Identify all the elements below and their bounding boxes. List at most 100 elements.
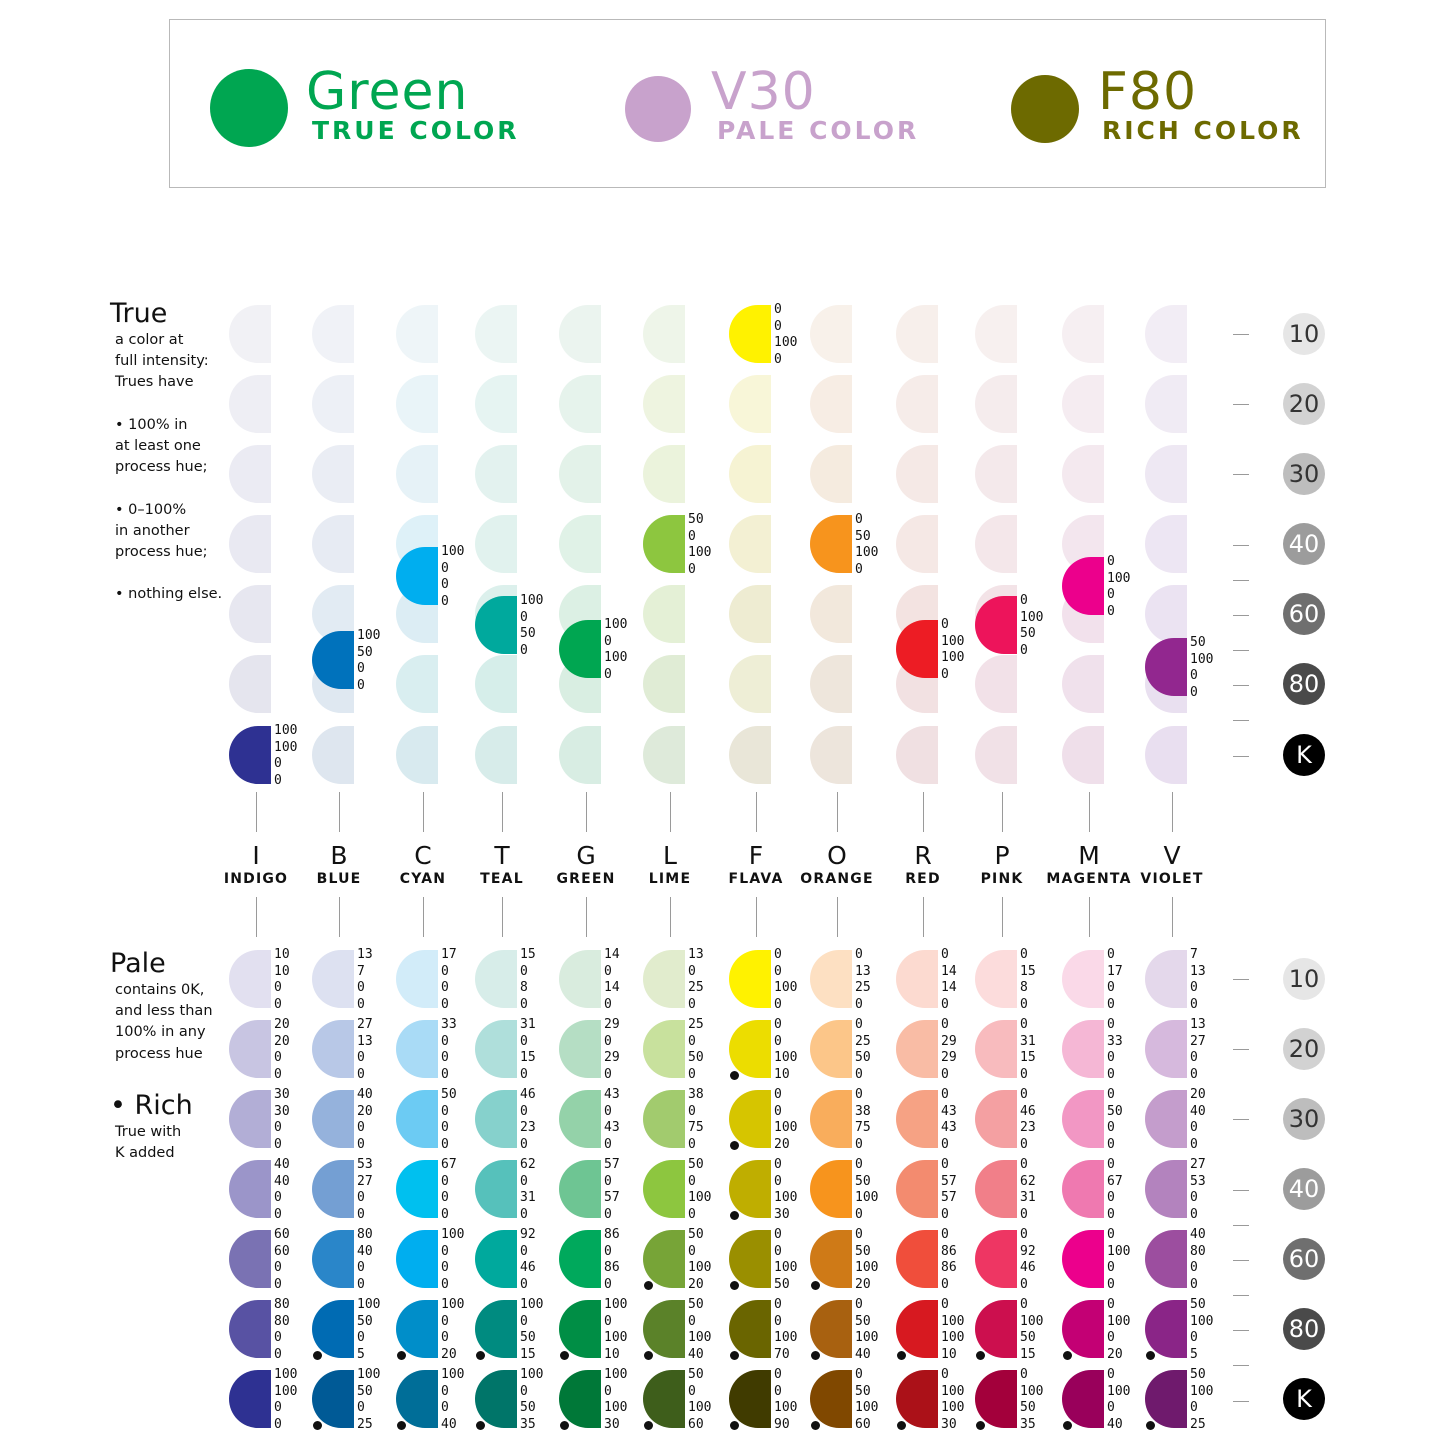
cmyk-value: 0	[357, 1330, 365, 1345]
column-tick	[837, 792, 838, 832]
cmyk-value: 15	[520, 1050, 536, 1065]
cmyk-value: 40	[1190, 1103, 1206, 1119]
pale-swatch-orange-cmyk: 0 50 100 0	[855, 1157, 895, 1223]
cmyk-value: 0	[441, 963, 449, 979]
true-faded-swatch	[1062, 305, 1120, 363]
cmyk-value: 35	[1020, 1416, 1036, 1432]
cmyk-value: 0	[1020, 996, 1028, 1012]
true-faded-swatch	[896, 445, 954, 503]
cmyk-value: 50	[688, 1157, 704, 1172]
pale-swatch-indigo-cmyk: 60 60 0 0	[274, 1227, 314, 1293]
rich-k-marker	[476, 1351, 485, 1360]
rich-swatch-lime-chip	[643, 1370, 685, 1428]
true-faded-swatch	[643, 585, 701, 643]
pale-swatch-indigo-cmyk: 10 10 0 0	[274, 947, 314, 1013]
rich-swatch-red	[896, 1300, 954, 1358]
cmyk-value: 13	[688, 947, 704, 962]
cmyk-value: 43	[941, 1120, 957, 1135]
pale-swatch-lime-chip	[643, 950, 685, 1008]
cmyk-value: 30	[274, 1087, 290, 1102]
cmyk-value: 50	[1020, 1400, 1036, 1415]
cmyk-value: 0	[1107, 1190, 1115, 1205]
true-swatch-blue-chip	[312, 631, 354, 689]
true-faded-chip	[396, 655, 438, 713]
true-faded-swatch	[559, 726, 617, 784]
cmyk-value: 0	[774, 1227, 782, 1242]
cmyk-value: 23	[520, 1120, 536, 1135]
true-faded-swatch	[396, 445, 454, 503]
rich-swatch-green-chip	[559, 1300, 601, 1358]
cmyk-value: 100	[520, 593, 544, 608]
cmyk-value: 27	[1190, 1157, 1206, 1172]
cmyk-value: 100	[1107, 1243, 1131, 1259]
rich-swatch-flava-chip	[729, 1160, 771, 1218]
cmyk-value: 100	[441, 1297, 465, 1312]
cmyk-value: 0	[1107, 947, 1115, 962]
column-tick	[339, 897, 340, 937]
cmyk-value: 50	[357, 1383, 373, 1399]
true-faded-swatch	[643, 375, 701, 433]
pale-swatch-cyan-cmyk: 33 0 0 0	[441, 1017, 481, 1083]
true-faded-chip	[975, 726, 1017, 784]
cmyk-value: 53	[357, 1157, 373, 1172]
pale-swatch-pink	[975, 1090, 1033, 1148]
cmyk-value: 0	[357, 1136, 365, 1152]
true-description-line	[115, 478, 222, 499]
level-tick	[1233, 1225, 1249, 1226]
true-faded-chip	[729, 515, 771, 573]
cmyk-value: 62	[520, 1157, 536, 1172]
true-faded-chip	[975, 515, 1017, 573]
true-faded-swatch	[1062, 726, 1120, 784]
pale-swatch-lime-cmyk: 38 0 75 0	[688, 1087, 728, 1153]
column-tick	[1089, 792, 1090, 832]
cmyk-value: 67	[441, 1157, 457, 1172]
rich-swatch-violet-chip	[1145, 1300, 1187, 1358]
pale-swatch-lime-chip	[643, 1160, 685, 1218]
cmyk-value: 75	[855, 1120, 871, 1135]
cmyk-value: 0	[1107, 1050, 1115, 1065]
legend-subtitle-pale: PALE COLOR	[717, 116, 920, 145]
column-tick	[756, 792, 757, 832]
pale-swatch-green-chip	[559, 1160, 601, 1218]
cmyk-value: 0	[941, 666, 949, 682]
pale-swatch-red-chip	[896, 1230, 938, 1288]
level-tick	[1233, 615, 1249, 616]
pale-swatch-cyan-chip	[396, 1020, 438, 1078]
pale-swatch-lime-cmyk: 13 0 25 0	[688, 947, 728, 1013]
pale-swatch-indigo	[229, 1160, 287, 1218]
true-description-line: process hue;	[115, 459, 208, 476]
cmyk-value: 100	[274, 723, 298, 738]
pale-swatch-violet	[1145, 1090, 1203, 1148]
rich-swatch-flava-cmyk: 0 0 100 20	[774, 1087, 814, 1153]
rich-swatch-flava-cmyk: 0 0 100 10	[774, 1017, 814, 1083]
true-swatch-orange-cmyk: 0 50 100 0	[855, 512, 895, 578]
true-swatch-green-chip	[559, 620, 601, 678]
cmyk-value: 50	[688, 512, 704, 527]
level-badge-60: 60	[1283, 593, 1325, 635]
pale-swatch-indigo-cmyk: 80 80 0 0	[274, 1297, 314, 1363]
rich-k-marker	[644, 1351, 653, 1360]
cmyk-value: 46	[520, 1087, 536, 1102]
true-faded-chip	[975, 305, 1017, 363]
cmyk-value: 29	[604, 1050, 620, 1065]
pale-swatch-red-chip	[896, 1160, 938, 1218]
cmyk-value: 25	[855, 1033, 871, 1049]
rich-swatch-flava-cmyk: 0 0 100 70	[774, 1297, 814, 1363]
cmyk-value: 100	[1020, 1383, 1044, 1399]
true-faded-chip	[312, 726, 354, 784]
level-tick	[1233, 404, 1249, 405]
cmyk-value: 0	[941, 1206, 949, 1222]
cmyk-value: 0	[1190, 684, 1198, 700]
true-faded-swatch	[810, 655, 868, 713]
cmyk-value: 50	[520, 1330, 536, 1345]
cmyk-value: 100	[441, 1367, 465, 1382]
rich-swatch-teal-cmyk: 100 0 50 15	[520, 1297, 560, 1363]
pale-swatch-violet	[1145, 1230, 1203, 1288]
pale-swatch-orange	[810, 1090, 868, 1148]
cmyk-value: 10	[941, 1346, 957, 1362]
cmyk-value: 86	[941, 1260, 957, 1275]
pale-swatch-magenta-cmyk: 0 33 0 0	[1107, 1017, 1147, 1083]
pale-swatch-blue	[312, 1020, 370, 1078]
cmyk-value: 0	[274, 1120, 282, 1135]
true-faded-swatch	[975, 375, 1033, 433]
